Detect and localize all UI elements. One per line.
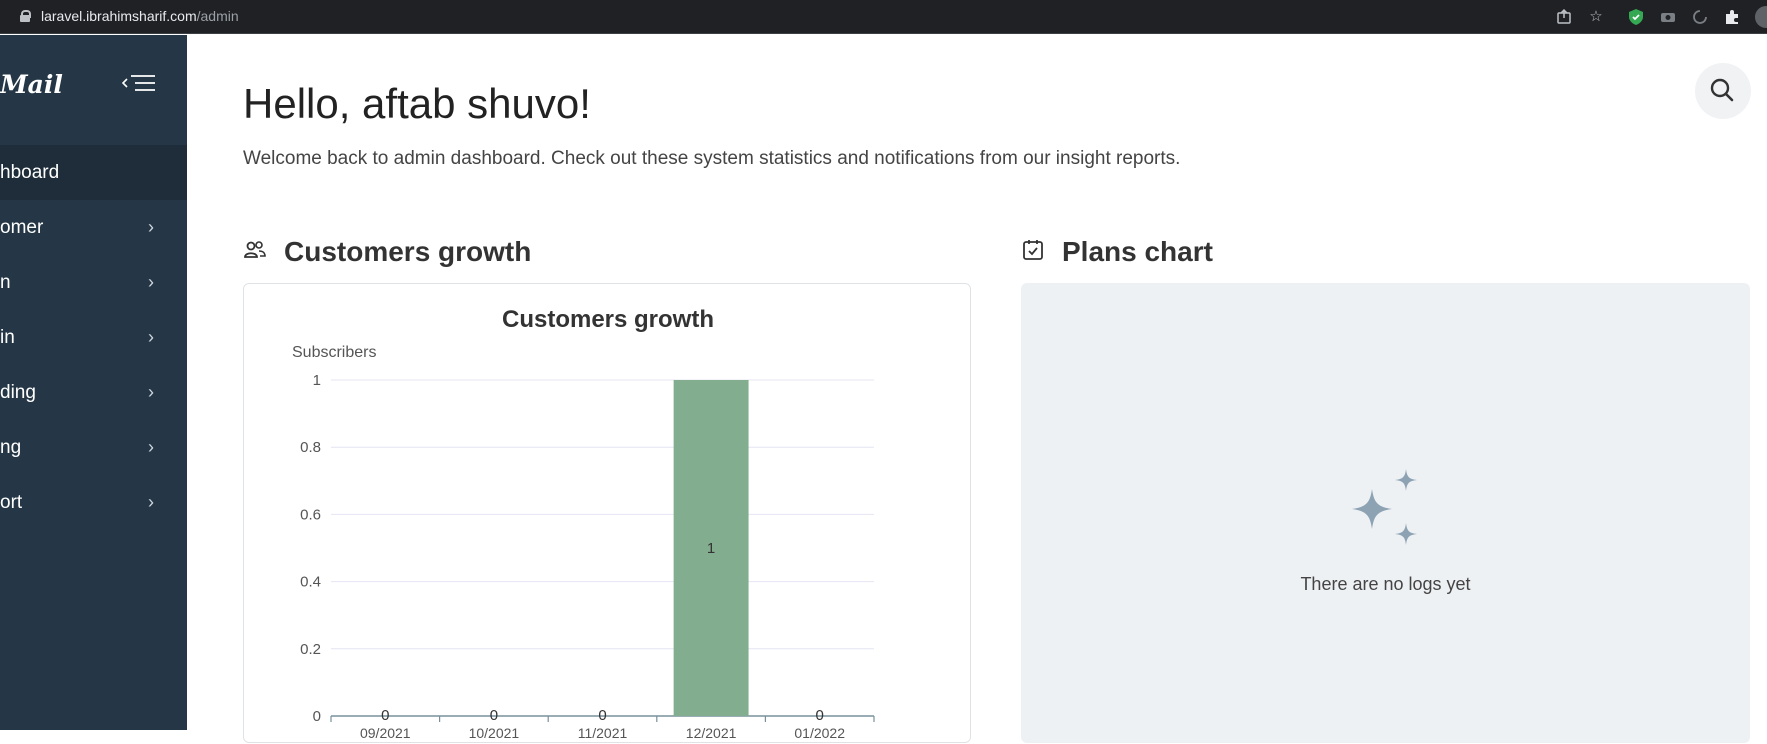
x-tick-label: 12/2021	[686, 725, 737, 741]
data-label: 0	[490, 707, 498, 724]
url-host: laravel.ibrahimsharif.com	[41, 8, 197, 24]
plans-chart-card: There are no logs yet	[1021, 283, 1750, 743]
sidebar-item-dashboard[interactable]: hboard	[0, 145, 187, 200]
puzzle-icon[interactable]	[1723, 8, 1741, 26]
sidebar-item-label: ding	[0, 381, 36, 403]
sparkles-icon	[1352, 469, 1417, 545]
share-icon[interactable]	[1555, 8, 1573, 26]
y-tick-label: 1	[313, 372, 321, 389]
lock-icon[interactable]	[20, 10, 31, 22]
customers-growth-heading: Customers growth	[284, 236, 532, 267]
chevron-right-icon: ›	[148, 492, 154, 512]
shield-extension-icon[interactable]	[1627, 8, 1645, 26]
sidebar-item-plan[interactable]: n ›	[0, 255, 187, 310]
sidebar-item-label: hboard	[0, 161, 60, 183]
chevron-right-icon: ›	[148, 327, 154, 347]
sidebar-item-setting[interactable]: ng ›	[0, 420, 187, 475]
y-tick-label: 0.8	[300, 439, 321, 456]
y-tick-label: 0.4	[300, 574, 321, 591]
browser-toolbar: laravel.ibrahimsharif.com/admin ☆	[0, 0, 1767, 34]
profile-avatar[interactable]	[1755, 6, 1767, 28]
brand-logo[interactable]: Mail	[0, 70, 63, 99]
x-tick-label: 09/2021	[360, 725, 411, 741]
sidebar-item-label: ort	[0, 491, 23, 513]
data-label: 0	[816, 707, 824, 724]
chevron-right-icon: ›	[148, 437, 154, 457]
search-button[interactable]	[1695, 63, 1751, 119]
sidebar-item-report[interactable]: ort ›	[0, 475, 187, 530]
y-tick-label: 0.2	[300, 641, 321, 658]
sidebar-item-label: omer	[0, 216, 44, 238]
extension-icon[interactable]	[1659, 8, 1677, 26]
customers-growth-chart: 00.20.40.60.81009/2021010/2021011/202111…	[300, 372, 875, 741]
chevron-right-icon: ›	[148, 217, 154, 237]
x-tick-label: 11/2021	[578, 725, 628, 741]
page-subtitle: Welcome back to admin dashboard. Check o…	[243, 148, 1181, 169]
sidebar-item-admin[interactable]: in ›	[0, 310, 187, 365]
star-icon[interactable]: ☆	[1589, 8, 1603, 25]
page-title: Hello, aftab shuvo!	[243, 80, 591, 127]
bar-12/2021	[673, 380, 749, 716]
sidebar-item-sending[interactable]: ding ›	[0, 365, 187, 420]
users-icon	[243, 238, 267, 262]
plans-chart-heading: Plans chart	[1062, 236, 1213, 267]
calendar-check-icon	[1021, 238, 1045, 262]
empty-state-text: There are no logs yet	[1300, 574, 1471, 594]
y-tick-label: 0.6	[300, 506, 321, 523]
y-tick-label: 0	[313, 708, 321, 725]
chart-y-axis-label: Subscribers	[292, 344, 377, 361]
sidebar-item-customer[interactable]: omer ›	[0, 200, 187, 255]
sidebar-item-label: in	[0, 326, 15, 348]
data-label: 0	[598, 707, 606, 724]
chart-title: Customers growth	[501, 306, 714, 333]
x-tick-label: 01/2022	[794, 725, 845, 741]
collapse-sidebar-icon[interactable]	[121, 73, 157, 95]
sidebar: Mail hboard omer › n › in › ding › ng › …	[0, 35, 187, 730]
chevron-right-icon: ›	[148, 382, 154, 402]
data-label: 1	[707, 540, 715, 557]
sidebar-item-label: n	[0, 271, 11, 293]
address-bar[interactable]: laravel.ibrahimsharif.com/admin	[41, 8, 239, 24]
sync-icon[interactable]	[1691, 8, 1709, 26]
x-tick-label: 10/2021	[469, 725, 520, 741]
chevron-right-icon: ›	[148, 272, 154, 292]
customers-growth-chart-card: Customers growth Subscribers 0 0.2 0.4 0.6 0…	[243, 283, 971, 743]
url-path: /admin	[196, 8, 239, 24]
search-icon	[1710, 78, 1734, 102]
data-label: 0	[381, 707, 389, 724]
sidebar-item-label: ng	[0, 436, 22, 458]
